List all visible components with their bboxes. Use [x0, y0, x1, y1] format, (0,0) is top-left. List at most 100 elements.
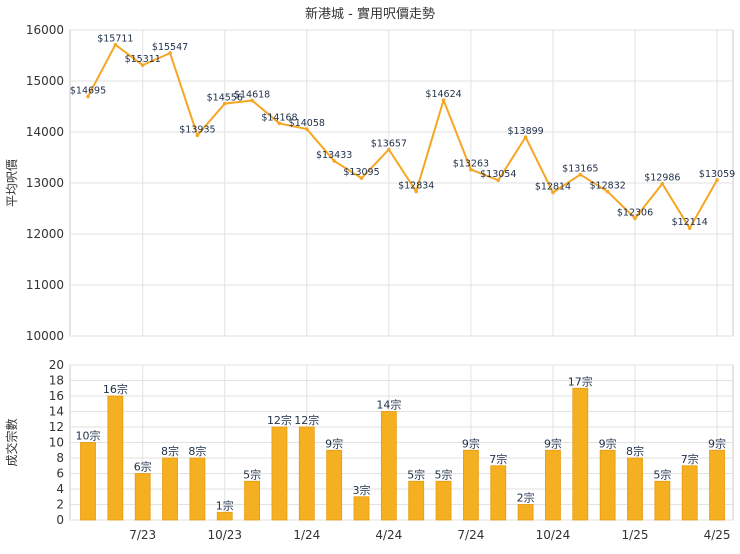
volume-data-label: 9宗	[325, 436, 343, 450]
volume-data-label: 9宗	[462, 436, 480, 450]
volume-data-label: 1宗	[216, 498, 234, 512]
price-data-label: $12986	[644, 173, 680, 184]
volume-data-label: 2宗	[517, 491, 535, 505]
bar-ytick-label: 6	[56, 467, 64, 481]
volume-data-label: 10宗	[76, 429, 101, 443]
volume-data-label: 14宗	[376, 398, 401, 412]
bar-ytick-label: 14	[49, 405, 64, 419]
line-ytick-label: 10000	[26, 329, 64, 343]
price-data-label: $13899	[507, 126, 543, 137]
price-data-label: $14624	[425, 89, 461, 100]
price-data-label: $12114	[672, 217, 708, 228]
x-tick-label: 7/23	[129, 528, 156, 542]
bar-panel: 024681012141618207/23 10/23 1/24 4/24 7/24 10…	[4, 358, 733, 542]
price-data-label: $13433	[316, 150, 352, 161]
line-panel: 10000 11000 12000 13000 14000 15000 16000 平均呎價 $…	[5, 23, 735, 343]
volume-bar	[600, 450, 615, 520]
volume-bar	[655, 481, 670, 520]
volume-bar	[190, 458, 205, 520]
volume-data-label: 3宗	[353, 483, 371, 497]
volume-bar	[463, 450, 478, 520]
volume-bar	[573, 388, 588, 520]
volume-data-label: 8宗	[626, 444, 644, 458]
volume-bar	[545, 450, 560, 520]
bar-ytick-label: 20	[49, 358, 64, 372]
volume-bar	[354, 497, 369, 520]
volume-data-label: 9宗	[599, 436, 617, 450]
volume-data-label: 16宗	[103, 382, 128, 396]
volume-bar	[436, 481, 451, 520]
chart-title: 新港城 - 實用呎價走勢	[305, 6, 435, 22]
volume-data-label: 12宗	[267, 413, 292, 427]
volume-bar	[381, 412, 396, 521]
volume-data-label: 9宗	[708, 436, 726, 450]
price-data-label: $14695	[70, 86, 106, 97]
price-data-label: $12832	[590, 181, 626, 192]
price-data-label: $14618	[234, 89, 270, 100]
price-data-label: $15547	[152, 42, 188, 53]
volume-bar	[299, 427, 314, 520]
volume-bar	[135, 474, 150, 521]
price-data-label: $13165	[562, 164, 598, 175]
bar-ytick-label: 18	[49, 374, 64, 388]
line-ytick-label: 13000	[26, 176, 64, 190]
volume-bar	[518, 505, 533, 521]
volume-bar	[245, 481, 260, 520]
volume-data-label: 5宗	[435, 467, 453, 481]
volume-data-label: 12宗	[294, 413, 319, 427]
price-data-label: $13095	[343, 167, 379, 178]
volume-bar	[491, 466, 506, 520]
bar-ytick-label: 16	[49, 389, 64, 403]
price-data-label: $13059	[699, 169, 735, 180]
x-tick-label: 4/25	[704, 528, 731, 542]
volume-bar	[409, 481, 424, 520]
x-tick-label: 10/24	[536, 528, 571, 542]
volume-bar	[327, 450, 342, 520]
price-data-label: $13935	[179, 124, 215, 135]
price-data-label: $12834	[398, 180, 434, 191]
line-ytick-label: 14000	[26, 125, 64, 139]
volume-data-label: 7宗	[681, 452, 699, 466]
bar-ytick-label: 10	[49, 436, 64, 450]
price-data-label: $12306	[617, 207, 653, 218]
bar-ytick-label: 8	[56, 451, 64, 465]
bar-ytick-label: 12	[49, 420, 64, 434]
volume-bar	[682, 466, 697, 520]
x-tick-label: 10/23	[207, 528, 242, 542]
chart-root: 新港城 - 實用呎價走勢 10000 11000 12000 13000 14000 15…	[0, 0, 740, 550]
bar-y-axis-label: 成交宗數	[4, 418, 19, 466]
line-y-axis-label: 平均呎價	[5, 159, 19, 207]
line-ytick-label: 16000	[26, 23, 64, 37]
price-data-label: $13657	[371, 138, 407, 149]
line-ytick-label: 11000	[26, 278, 64, 292]
volume-data-label: 5宗	[407, 467, 425, 481]
volume-bar	[163, 458, 178, 520]
volume-bar	[628, 458, 643, 520]
volume-data-label: 9宗	[544, 436, 562, 450]
price-data-label: $13054	[480, 169, 516, 180]
volume-data-label: 8宗	[161, 444, 179, 458]
price-data-label: $13263	[453, 159, 489, 170]
bar-ytick-label: 4	[56, 482, 64, 496]
line-ytick-label: 15000	[26, 74, 64, 88]
volume-data-label: 5宗	[243, 467, 261, 481]
line-ytick-label: 12000	[26, 227, 64, 241]
volume-bar	[81, 443, 96, 521]
chart-svg: 新港城 - 實用呎價走勢 10000 11000 12000 13000 14000 15…	[0, 0, 740, 550]
volume-data-label: 17宗	[568, 374, 593, 388]
volume-data-label: 5宗	[653, 467, 671, 481]
x-tick-label: 4/24	[375, 528, 402, 542]
volume-bar	[272, 427, 287, 520]
volume-data-label: 7宗	[489, 452, 507, 466]
x-tick-label: 7/24	[457, 528, 484, 542]
price-data-label: $15711	[97, 34, 133, 45]
price-data-label: $12814	[535, 181, 571, 192]
volume-bar	[217, 512, 232, 520]
price-data-label: $15311	[125, 54, 161, 65]
bar-ytick-label: 2	[56, 498, 64, 512]
volume-data-label: 6宗	[134, 460, 152, 474]
bar-ytick-label: 0	[56, 513, 64, 527]
x-tick-label: 1/25	[622, 528, 649, 542]
volume-bar	[108, 396, 123, 520]
volume-data-label: 8宗	[188, 444, 206, 458]
